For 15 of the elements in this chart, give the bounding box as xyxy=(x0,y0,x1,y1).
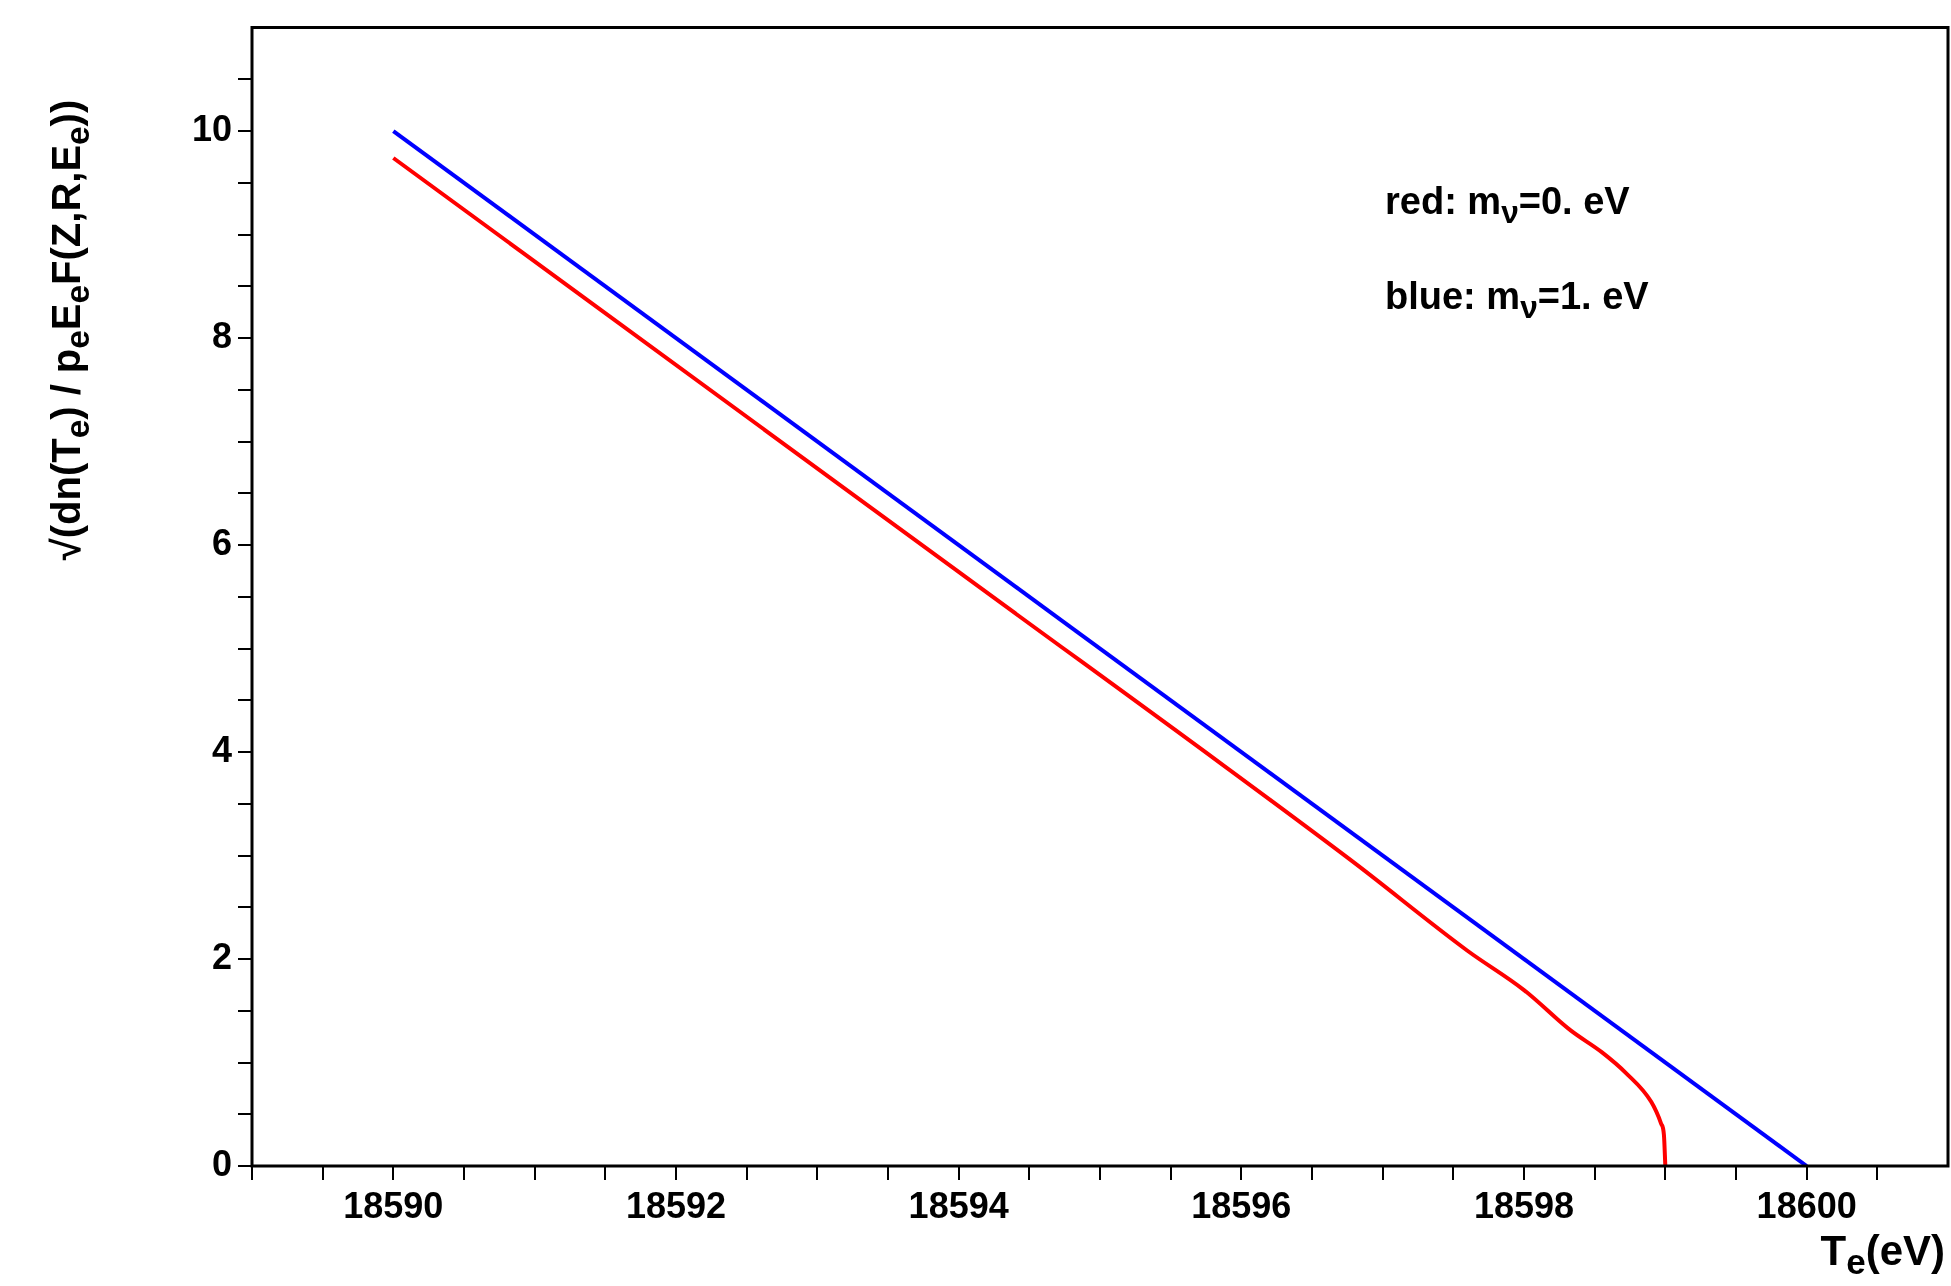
x-tick-label: 18600 xyxy=(1756,1184,1857,1226)
y-tick-label: 10 xyxy=(191,108,232,150)
annotation: red: m$_{ν}$=0. eV xyxy=(1385,180,1630,231)
y-tick-label: 4 xyxy=(211,728,232,770)
x-tick-label: 18590 xyxy=(343,1184,444,1226)
x-tick-label: 18598 xyxy=(1473,1184,1575,1226)
x-axis-title: T$_{e}$(eV) xyxy=(1820,1226,1945,1282)
y-tick-label: 6 xyxy=(211,521,232,563)
y-tick-label: 8 xyxy=(211,314,232,356)
x-tick-label: 18594 xyxy=(908,1184,1009,1226)
annotation: blue: m$_{ν}$=1. eV xyxy=(1385,275,1649,326)
x-tick-label: 18596 xyxy=(1191,1184,1292,1226)
x-tick-label: 18592 xyxy=(625,1184,727,1226)
y-tick-label: 0 xyxy=(211,1142,232,1184)
y-tick-label: 2 xyxy=(211,935,232,977)
